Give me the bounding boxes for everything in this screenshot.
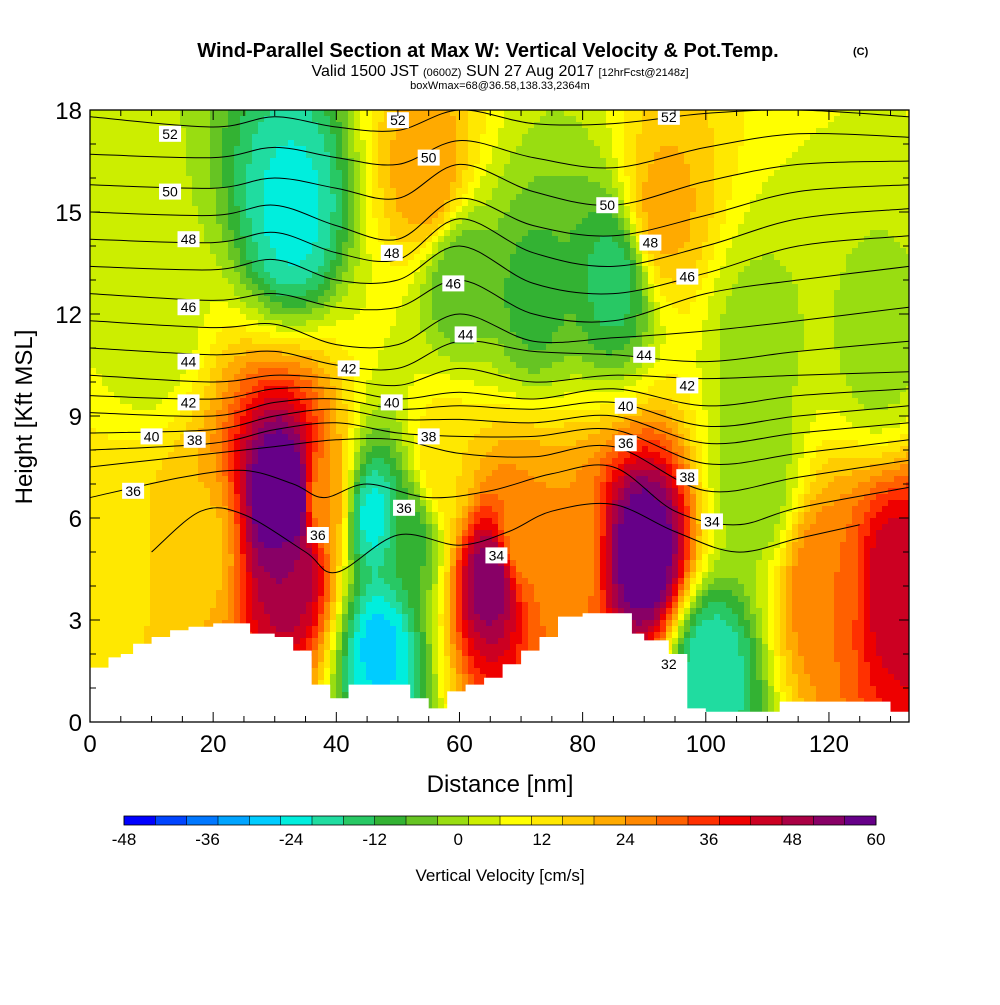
theta-label: 42 bbox=[341, 360, 357, 376]
x-tick-label: 0 bbox=[83, 731, 96, 758]
colorbar-swatch bbox=[594, 816, 626, 825]
subtitle-zulu: (0600Z) bbox=[423, 67, 462, 79]
colorbar: -48 -36 -24 -12 0 12 24 36 48 60 bbox=[112, 816, 886, 849]
x-tick-label: 40 bbox=[323, 731, 350, 758]
theta-label: 44 bbox=[181, 354, 197, 370]
colorbar-swatch bbox=[563, 816, 595, 825]
y-axis-label: Height [Kft MSL] bbox=[11, 330, 38, 505]
theta-label: 48 bbox=[181, 231, 197, 247]
colorbar-tick-label: 36 bbox=[699, 830, 718, 849]
colorbar-swatch bbox=[312, 816, 344, 825]
chart-subtitle: Valid 1500 JST (0600Z) SUN 27 Aug 2017 [… bbox=[311, 63, 688, 80]
y-tick-label: 18 bbox=[55, 98, 82, 125]
chart-title-mark: (C) bbox=[853, 46, 869, 58]
theta-label: 40 bbox=[144, 428, 160, 444]
x-tick-label: 100 bbox=[686, 731, 726, 758]
theta-label: 38 bbox=[680, 469, 696, 485]
theta-label: 44 bbox=[458, 326, 474, 342]
theta-label: 52 bbox=[661, 109, 677, 125]
colorbar-swatch bbox=[437, 816, 469, 825]
colorbar-tick-label: 24 bbox=[616, 830, 635, 849]
theta-label: 38 bbox=[421, 428, 437, 444]
theta-label: 48 bbox=[384, 245, 400, 261]
theta-label: 48 bbox=[643, 235, 659, 251]
theta-label: 46 bbox=[446, 275, 462, 291]
chart-subtitle-box: boxWmax=68@36.58,138.33,2364m bbox=[410, 80, 590, 92]
theta-label: 36 bbox=[125, 483, 141, 499]
colorbar-swatch bbox=[469, 816, 501, 825]
colorbar-swatch bbox=[187, 816, 219, 825]
colorbar-swatch bbox=[281, 816, 313, 825]
colorbar-swatch bbox=[845, 816, 877, 825]
colorbar-tick-label: -12 bbox=[362, 830, 387, 849]
theta-label: 50 bbox=[421, 150, 437, 166]
x-tick-label: 20 bbox=[200, 731, 227, 758]
colorbar-swatch bbox=[813, 816, 845, 825]
theta-label: 40 bbox=[618, 398, 634, 414]
theta-label: 52 bbox=[162, 126, 178, 142]
theta-label: 50 bbox=[599, 197, 615, 213]
x-tick-label: 60 bbox=[446, 731, 473, 758]
subtitle-date: SUN 27 Aug 2017 bbox=[466, 63, 594, 80]
colorbar-swatch bbox=[155, 816, 187, 825]
colorbar-label: Vertical Velocity [cm/s] bbox=[415, 866, 584, 885]
y-tick-label: 15 bbox=[55, 200, 82, 227]
colorbar-swatch bbox=[688, 816, 720, 825]
colorbar-swatch bbox=[625, 816, 657, 825]
theta-label: 42 bbox=[181, 394, 197, 410]
colorbar-swatch bbox=[218, 816, 250, 825]
theta-label: 46 bbox=[181, 299, 197, 315]
y-tick-label: 12 bbox=[55, 302, 82, 329]
colorbar-swatch bbox=[657, 816, 689, 825]
colorbar-tick-label: 48 bbox=[783, 830, 802, 849]
theta-label: 36 bbox=[310, 527, 326, 543]
colorbar-tick-label: -48 bbox=[112, 830, 137, 849]
subtitle-forecast: [12hrFcst@2148z] bbox=[598, 67, 688, 79]
theta-label: 36 bbox=[618, 435, 634, 451]
colorbar-tick-label: 0 bbox=[453, 830, 462, 849]
colorbar-swatch bbox=[249, 816, 281, 825]
colorbar-swatch bbox=[782, 816, 814, 825]
theta-label: 34 bbox=[489, 547, 505, 563]
colorbar-swatch bbox=[406, 816, 438, 825]
y-tick-label: 9 bbox=[69, 404, 82, 431]
colorbar-swatch bbox=[719, 816, 751, 825]
colorbar-swatch bbox=[343, 816, 375, 825]
colorbar-swatch bbox=[531, 816, 563, 825]
x-tick-label: 120 bbox=[809, 731, 849, 758]
colorbar-tick-label: 12 bbox=[532, 830, 551, 849]
colorbar-swatch bbox=[751, 816, 783, 825]
colorbar-tick-label: 60 bbox=[867, 830, 886, 849]
x-axis-label: Distance [nm] bbox=[427, 771, 574, 798]
colorbar-swatch bbox=[124, 816, 156, 825]
chart-title: Wind-Parallel Section at Max W: Vertical… bbox=[197, 40, 778, 62]
colorbar-swatch bbox=[500, 816, 532, 825]
colorbar-swatch bbox=[375, 816, 407, 825]
y-tick-label: 6 bbox=[69, 506, 82, 533]
theta-label: 42 bbox=[680, 377, 696, 393]
theta-label: 32 bbox=[661, 656, 677, 672]
y-tick-label: 3 bbox=[69, 608, 82, 635]
theta-label: 50 bbox=[162, 184, 178, 200]
theta-label: 38 bbox=[187, 432, 203, 448]
theta-label: 36 bbox=[396, 500, 412, 516]
theta-label: 44 bbox=[636, 347, 652, 363]
x-tick-label: 80 bbox=[569, 731, 596, 758]
subtitle-valid: Valid 1500 JST bbox=[311, 63, 419, 80]
colorbar-tick-label: -24 bbox=[279, 830, 304, 849]
theta-label: 40 bbox=[384, 394, 400, 410]
colorbar-tick-label: -36 bbox=[195, 830, 220, 849]
theta-label: 46 bbox=[680, 269, 696, 285]
theta-label: 34 bbox=[704, 513, 720, 529]
y-tick-label: 0 bbox=[69, 710, 82, 737]
